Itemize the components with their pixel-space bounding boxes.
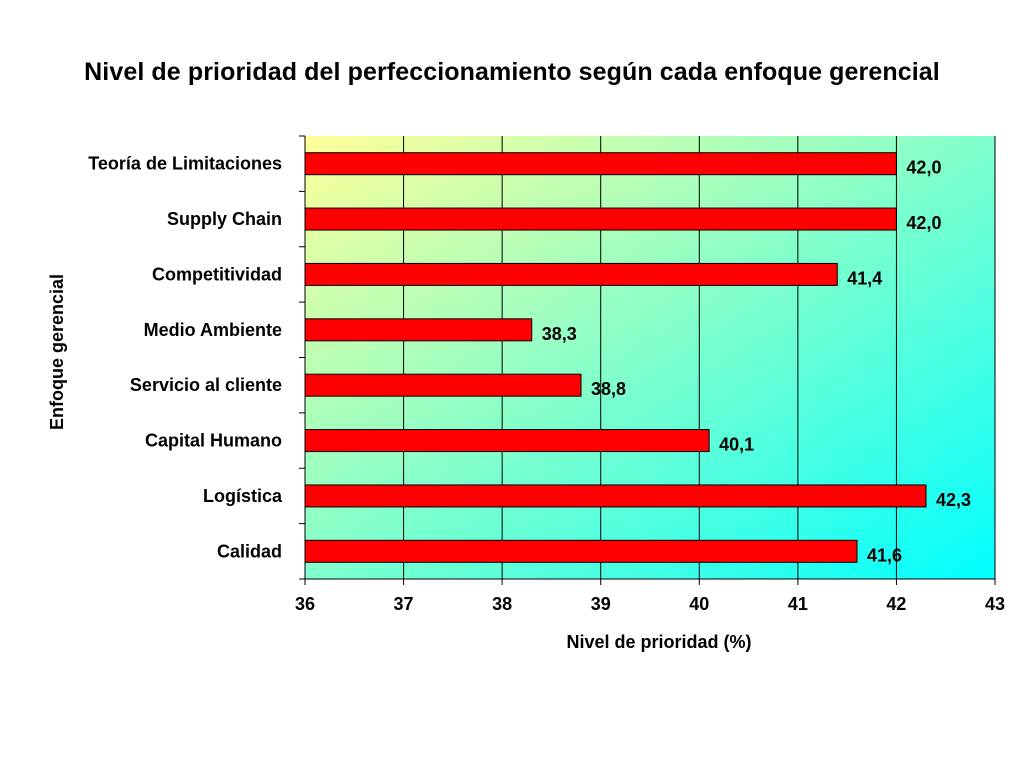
x-tick-label: 40 (689, 594, 709, 614)
value-label: 42,0 (906, 158, 941, 178)
bar (304, 318, 533, 342)
value-label: 42,0 (906, 213, 941, 233)
plot-area (305, 136, 995, 579)
category-label: Competitividad (152, 264, 282, 284)
bar (304, 429, 710, 453)
x-tick-label: 37 (394, 594, 414, 614)
bar (304, 484, 927, 508)
x-tick-label: 41 (788, 594, 808, 614)
category-label: Teoría de Limitaciones (88, 154, 282, 174)
value-label: 40,1 (719, 435, 754, 455)
x-tick-label: 38 (492, 594, 512, 614)
chart-title: Nivel de prioridad del perfeccionamiento… (84, 58, 940, 86)
category-label: Logística (203, 486, 283, 506)
value-label: 38,8 (591, 379, 626, 399)
bar (304, 539, 858, 563)
bar (304, 262, 838, 286)
bar (304, 152, 897, 176)
bar (304, 207, 897, 231)
value-label: 41,6 (867, 545, 902, 565)
category-label: Supply Chain (167, 209, 282, 229)
y-axis-title: Enfoque gerencial (47, 274, 67, 430)
x-tick-label: 43 (985, 594, 1005, 614)
x-axis-title: Nivel de prioridad (%) (566, 632, 751, 652)
x-tick-label: 36 (295, 594, 315, 614)
category-label: Capital Humano (145, 431, 282, 451)
value-label: 38,3 (542, 324, 577, 344)
bar (304, 373, 582, 397)
x-tick-label: 42 (886, 594, 906, 614)
value-label: 41,4 (847, 268, 882, 288)
category-label: Medio Ambiente (144, 320, 282, 340)
category-label: Servicio al cliente (130, 375, 282, 395)
value-label: 42,3 (936, 490, 971, 510)
x-tick-label: 39 (591, 594, 611, 614)
category-label: Calidad (217, 541, 282, 561)
